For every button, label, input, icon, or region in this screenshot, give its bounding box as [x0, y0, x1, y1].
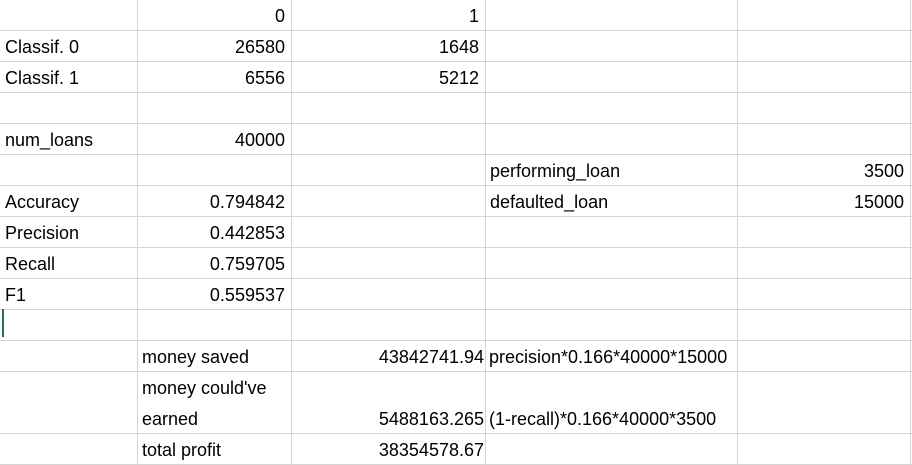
- cell-money-earned-label-line2[interactable]: earned: [142, 409, 199, 429]
- row-divider: [0, 371, 912, 372]
- column-divider: [137, 0, 138, 465]
- column-divider: [485, 0, 486, 465]
- cell-num-loans-value[interactable]: 40000: [234, 130, 285, 150]
- cell-money-earned-formula[interactable]: (1-recall)*0.166*40000*3500: [489, 409, 717, 429]
- row-divider: [0, 30, 912, 31]
- cell-defaulted-loan-label[interactable]: defaulted_loan: [490, 192, 609, 212]
- cell-f1-label[interactable]: F1: [5, 285, 27, 305]
- cell-money-earned-label-line1[interactable]: money could've: [142, 378, 267, 398]
- cell-recall-value[interactable]: 0.759705: [209, 254, 285, 274]
- cell-money-saved-value[interactable]: 43842741.94: [378, 347, 484, 367]
- row-divider: [0, 92, 912, 93]
- cell-money-saved-label[interactable]: money saved: [142, 347, 250, 367]
- cell-classif1-col1[interactable]: 5212: [438, 68, 479, 88]
- column-divider: [910, 0, 911, 465]
- row-divider: [0, 185, 912, 186]
- cell-recall-label[interactable]: Recall: [5, 254, 56, 274]
- row-divider: [0, 309, 912, 310]
- cell-performing-loan-label[interactable]: performing_loan: [490, 161, 621, 181]
- cell-money-saved-formula[interactable]: precision*0.166*40000*15000: [489, 347, 728, 367]
- column-divider: [291, 0, 292, 465]
- row-divider: [0, 247, 912, 248]
- row-divider: [0, 433, 912, 434]
- cell-precision-value[interactable]: 0.442853: [209, 223, 285, 243]
- row-divider: [0, 123, 912, 124]
- cell-accuracy-label[interactable]: Accuracy: [5, 192, 80, 212]
- cell-precision-label[interactable]: Precision: [5, 223, 80, 243]
- cell-performing-loan-value[interactable]: 3500: [863, 161, 904, 181]
- row-divider: [0, 340, 912, 341]
- cell-row-label-classif-0[interactable]: Classif. 0: [5, 37, 80, 57]
- cell-row-label-classif-1[interactable]: Classif. 1: [5, 68, 80, 88]
- row-divider: [0, 216, 912, 217]
- cell-classif0-col1[interactable]: 1648: [438, 37, 479, 57]
- column-divider: [737, 0, 738, 465]
- cell-header-1[interactable]: 1: [468, 6, 479, 26]
- cell-total-profit-label[interactable]: total profit: [142, 440, 222, 460]
- cell-accuracy-value[interactable]: 0.794842: [209, 192, 285, 212]
- cell-f1-value[interactable]: 0.559537: [209, 285, 285, 305]
- cell-num-loans-label[interactable]: num_loans: [5, 130, 94, 150]
- row-divider: [0, 278, 912, 279]
- cell-header-0[interactable]: 0: [274, 6, 285, 26]
- cell-defaulted-loan-value[interactable]: 15000: [853, 192, 904, 212]
- row-divider: [0, 61, 912, 62]
- cell-money-earned-value[interactable]: 5488163.265: [378, 409, 484, 429]
- row-divider: [0, 154, 912, 155]
- cell-total-profit-value[interactable]: 38354578.67: [378, 440, 484, 460]
- cell-classif0-col0[interactable]: 26580: [234, 37, 285, 57]
- active-cell-marker: [2, 309, 4, 337]
- cell-classif1-col0[interactable]: 6556: [244, 68, 285, 88]
